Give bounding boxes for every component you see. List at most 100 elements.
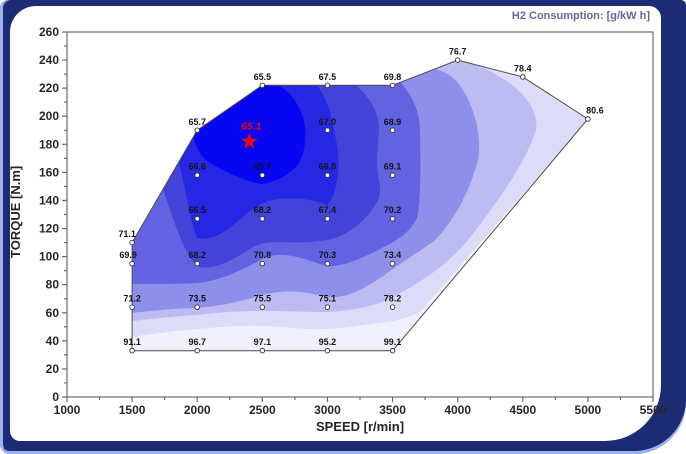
chart-title: H2 Consumption: [g/kW h] [511, 10, 650, 22]
data-point-label: 75.1 [319, 294, 337, 304]
data-point-label: 73.5 [188, 294, 206, 304]
data-point-marker [324, 260, 331, 267]
data-point-marker [389, 127, 396, 134]
data-point-label: 66.5 [188, 205, 206, 215]
tick-label: 180 [39, 137, 59, 151]
tick-label: 160 [39, 165, 59, 179]
data-point-label: 71.1 [118, 229, 136, 239]
data-point-marker [129, 260, 135, 267]
data-point-marker [520, 74, 526, 80]
tick-label: 260 [39, 25, 59, 39]
tick-label: 2000 [184, 403, 211, 417]
tick-label: 80 [46, 278, 60, 292]
tick-label: 4500 [509, 403, 536, 417]
data-point-label: 68.9 [384, 117, 402, 127]
tick-label: 3000 [314, 403, 341, 417]
tick-label: 60 [46, 306, 60, 320]
data-point-marker [129, 304, 135, 310]
data-point-label: 66.8 [319, 162, 337, 172]
data-point-label: 69.1 [384, 162, 402, 172]
data-point-marker [324, 127, 331, 134]
data-point-label: 80.6 [586, 106, 604, 116]
best-point-star-icon [241, 133, 258, 149]
data-point-marker [389, 347, 396, 354]
data-point-marker [194, 215, 200, 222]
hull-outline [131, 59, 589, 352]
data-point-marker [259, 304, 266, 310]
tick-label: 240 [39, 53, 59, 67]
data-point-marker [324, 172, 331, 178]
data-point-marker [129, 239, 135, 246]
tick-label: 40 [46, 334, 60, 348]
axes: 1000 1500 2000 2500 3000 3500 4000 4500 5000 5500… [39, 25, 667, 417]
tick-label: 1500 [119, 403, 146, 417]
data-point-marker [389, 82, 396, 89]
tick-label: 5500 [640, 403, 667, 417]
data-point-label: 68.2 [188, 250, 206, 260]
tick-label: 200 [39, 109, 59, 123]
data-point-label: 73.4 [384, 250, 402, 260]
data-point-label: 96.7 [188, 337, 206, 347]
data-point-marker [324, 347, 331, 354]
data-points: 65.5 67.5 69.8 65.7 67.0 68.9 66.6 65.7 66.8 69.1… [118, 47, 604, 354]
data-point-marker [194, 304, 200, 310]
data-point-label: 95.2 [319, 337, 337, 347]
data-point-marker [454, 57, 461, 63]
tick-label: 220 [39, 81, 59, 95]
data-point-marker [259, 172, 266, 178]
tick-label: 3500 [379, 403, 406, 417]
data-point-label: 70.8 [254, 250, 272, 260]
data-point-marker [259, 215, 266, 222]
data-point-marker [194, 127, 200, 134]
tick-label: 20 [46, 362, 60, 376]
data-point-marker [389, 172, 396, 178]
data-point-marker [194, 347, 200, 354]
data-point-label: 99.1 [384, 337, 402, 347]
data-point-marker [389, 215, 396, 222]
y-axis-label: TORQUE [N.m] [8, 165, 23, 258]
data-point-marker [129, 347, 135, 354]
tick-label: 100 [39, 250, 59, 264]
tick-label: 1000 [54, 403, 81, 417]
data-point-label: 71.2 [123, 294, 141, 304]
data-point-marker [194, 260, 200, 267]
data-point-label: 65.7 [188, 117, 206, 127]
best-point-label: 65.1 [241, 121, 262, 133]
data-point-label: 70.2 [384, 205, 402, 215]
tick-label: 4000 [444, 403, 471, 417]
data-point-label: 70.3 [319, 250, 337, 260]
tick-label: 2500 [249, 403, 276, 417]
data-point-label: 97.1 [254, 337, 272, 347]
tick-label: 0 [52, 390, 59, 404]
data-point-label: 66.6 [188, 162, 206, 172]
data-point-marker [259, 260, 266, 267]
data-point-marker [389, 260, 396, 267]
data-point-label: 75.5 [254, 294, 272, 304]
data-point-marker [389, 304, 396, 310]
data-point-label: 67.4 [319, 205, 337, 215]
data-point-marker [324, 82, 331, 89]
x-axis-label: SPEED [r/min] [315, 419, 405, 434]
data-point-label: 69.9 [119, 250, 137, 260]
data-point-marker [259, 82, 266, 89]
data-point-marker [585, 116, 591, 122]
data-point-label: 69.8 [384, 72, 402, 82]
data-point-label: 65.5 [254, 72, 272, 82]
data-point-marker [194, 172, 200, 178]
tick-label: 120 [39, 222, 59, 236]
data-point-marker [259, 347, 266, 354]
tick-label: 5000 [575, 403, 602, 417]
data-point-marker [324, 215, 331, 222]
data-point-label: 65.7 [254, 162, 272, 172]
data-point-label: 67.5 [319, 72, 337, 82]
data-point-label: 78.2 [384, 294, 402, 304]
tick-label: 140 [39, 193, 59, 207]
data-point-label: 68.2 [254, 205, 272, 215]
data-point-label: 78.4 [514, 63, 532, 73]
data-point-label: 76.7 [449, 47, 467, 57]
data-point-label: 67.0 [319, 117, 337, 127]
data-point-label: 91.1 [123, 337, 141, 347]
